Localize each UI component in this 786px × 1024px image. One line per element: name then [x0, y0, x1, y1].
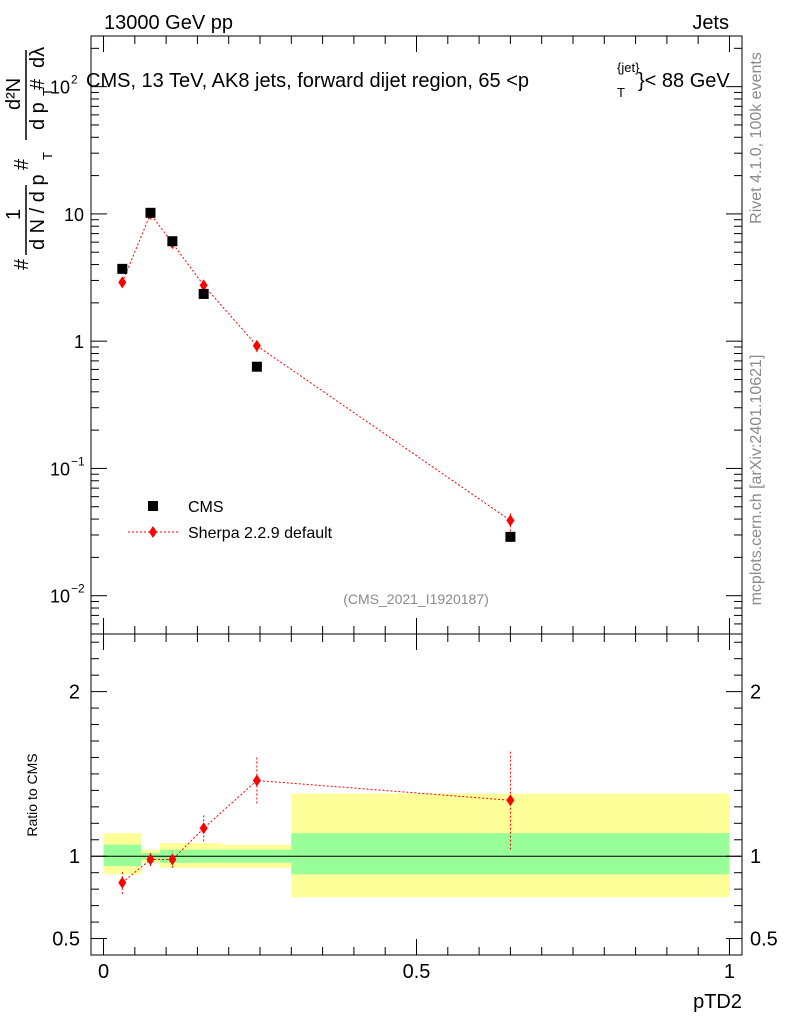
mc-point [118, 276, 127, 289]
ratio-y-tick-label: 1 [69, 846, 80, 868]
ratio-mc-series [118, 750, 515, 895]
main-y-tick-exponent: −2 [71, 582, 85, 596]
main-plot-frame [90, 35, 743, 635]
main-mc-series [118, 207, 515, 532]
y-label-frac2-den-sub: T [40, 88, 55, 96]
rivet-version-label: Rivet 4.1.0, 100k events [748, 52, 765, 224]
ratio-mc-line [121, 779, 511, 883]
cms-point [198, 288, 209, 299]
main-y-tick-label: 10 [50, 78, 70, 98]
main-y-tick-label: 10 [50, 587, 70, 607]
ratio-y-tick-label: 0.5 [52, 929, 80, 951]
cms-point [251, 361, 262, 372]
ratio-mc-point [168, 853, 177, 866]
y-label-frac1-den-sub: T [40, 152, 55, 160]
ratio-band-inner [291, 833, 730, 875]
y-label-frac1-hash: # [11, 258, 33, 270]
main-y-tick-exponent: 2 [71, 73, 78, 87]
y-label-frac2-dl: dλ [27, 47, 49, 68]
y-label-frac2-num: d²N [3, 78, 25, 110]
main-axis-ticks [91, 36, 742, 635]
main-y-axis-label: # 1 d N / d p T # d²N d p T # dλ [3, 47, 55, 270]
legend-sherpa-marker [149, 526, 157, 538]
plot-title-sub: T [617, 85, 625, 100]
main-y-tick-exponent: −1 [71, 454, 85, 468]
ratio-y-tick-label: 2 [69, 682, 80, 704]
cms-point [505, 531, 516, 542]
collision-label: 13000 GeV pp [104, 12, 233, 34]
ratio-y-tick-label-right: 0.5 [750, 929, 778, 951]
x-tick-label: 0.5 [403, 961, 431, 983]
mc-point [252, 339, 261, 352]
main-y-tick-label: 10 [50, 459, 70, 479]
x-axis-label: pTD2 [693, 991, 742, 1013]
mc-line [121, 212, 511, 521]
legend-sherpa-label: Sherpa 2.2.9 default [188, 525, 333, 542]
ratio-mc-point [506, 794, 515, 807]
ratio-y-tick-labels: 0.5 0.5 1 1 2 2 [52, 682, 778, 951]
x-tick-label: 0 [98, 961, 109, 983]
ratio-mc-point [146, 853, 155, 866]
y-label-frac2-hash: # [11, 158, 33, 170]
legend: CMS Sherpa 2.2.9 default [128, 499, 333, 542]
main-y-tick-label: 10 [64, 205, 84, 225]
y-label-frac2-hash2: # [27, 78, 49, 90]
y-label-frac2-den: d p [27, 102, 49, 130]
ratio-mc-point [252, 774, 261, 787]
plot-title-sup: {jet} [617, 60, 640, 75]
analysis-id-label: (CMS_2021_I1920187) [343, 591, 489, 607]
plot-title-tail: }< 88 GeV [638, 70, 730, 92]
main-data-series [117, 207, 516, 542]
mc-point [199, 279, 208, 292]
mc-point [506, 514, 515, 527]
ratio-mc-point [118, 876, 127, 889]
cms-point [167, 236, 178, 247]
ratio-y-tick-label-right: 2 [750, 682, 761, 704]
ratio-y-tick-label-right: 1 [750, 846, 761, 868]
ratio-y-axis-label: Ratio to CMS [24, 753, 40, 836]
ratio-axis-ticks [91, 634, 742, 956]
y-label-frac1-num: 1 [3, 209, 25, 220]
ratio-mc-point [199, 822, 208, 835]
main-y-tick-label: 1 [74, 332, 84, 352]
legend-cms-label: CMS [188, 499, 224, 516]
plot-title-main: CMS, 13 TeV, AK8 jets, forward dijet reg… [86, 70, 529, 92]
ratio-uncertainty-bands [103, 793, 730, 898]
jets-label: Jets [692, 12, 729, 34]
mcplots-label: mcplots.cern.ch [arXiv:2401.10621] [748, 355, 765, 606]
ratio-band-inner [103, 844, 142, 867]
x-tick-labels: 0 0.5 1 [98, 961, 735, 983]
cms-point [117, 263, 128, 274]
y-label-frac1-den: d N / d p [27, 174, 49, 250]
plot-title: CMS, 13 TeV, AK8 jets, forward dijet reg… [86, 70, 529, 92]
cms-point [145, 207, 156, 218]
x-tick-label: 1 [724, 961, 735, 983]
legend-cms-marker [148, 501, 158, 511]
